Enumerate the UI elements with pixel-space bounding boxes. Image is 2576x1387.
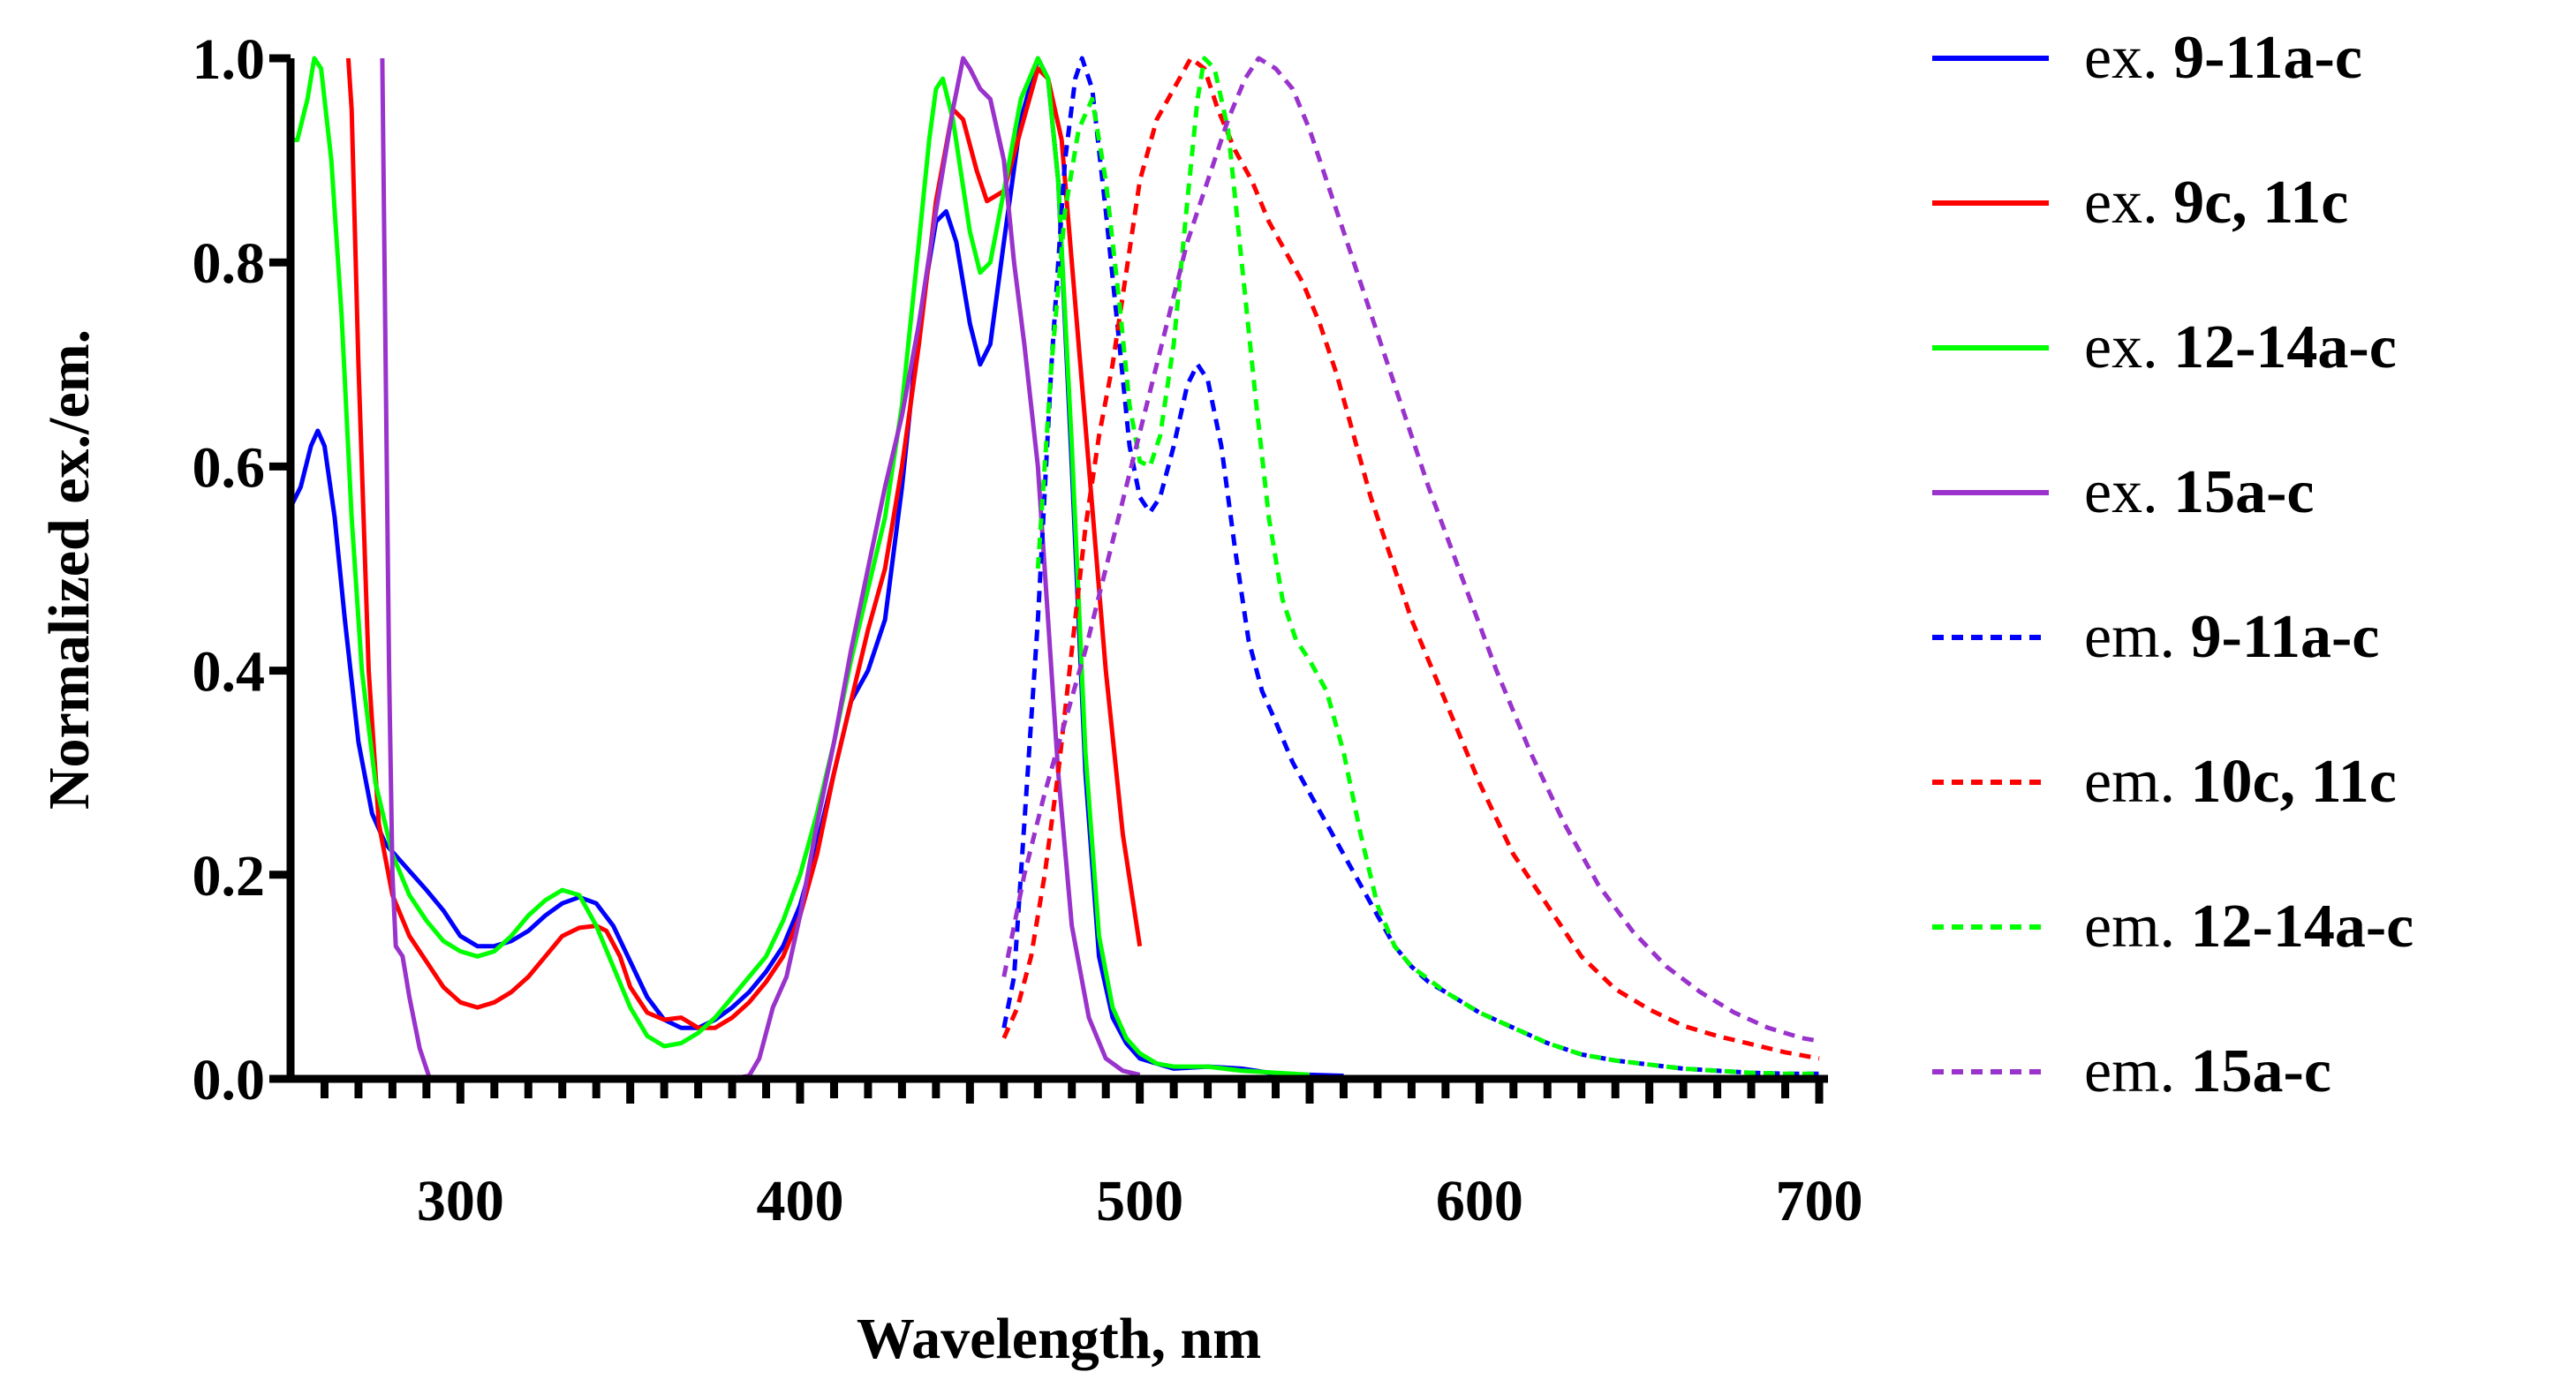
legend-label: em. 12-14a-c xyxy=(2084,893,2414,961)
legend-prefix: ex. xyxy=(2084,458,2173,526)
legend-item-4: em. 9-11a-c xyxy=(1932,603,2379,671)
series-line-3 xyxy=(380,56,1141,1082)
series-line-7 xyxy=(1001,56,1820,1044)
series-line-2 xyxy=(291,56,1311,1077)
legend-prefix: ex. xyxy=(2084,169,2173,237)
x-tick-label: 700 xyxy=(1776,1169,1863,1233)
x-axis-title: Wavelength, nm xyxy=(857,1307,1261,1371)
axes: 300 400 500 600 700 0.0 0.2 0.4 0.6 0.8 1.0 xyxy=(193,27,1863,1233)
legend-compound: 12-14a-c xyxy=(2191,893,2414,961)
legend-label: ex. 9-11a-c xyxy=(2084,24,2362,92)
legend-label: em. 9-11a-c xyxy=(2084,603,2379,671)
y-axis-title: Normalized ex./em. xyxy=(37,329,102,810)
legend-prefix: ex. xyxy=(2084,24,2173,92)
legend-prefix: em. xyxy=(2084,603,2191,671)
legend-item-7: em. 15a-c xyxy=(1932,1037,2331,1105)
y-tick-label: 0.2 xyxy=(193,844,266,908)
x-tick-label: 400 xyxy=(757,1169,844,1233)
legend-label: em. 10c, 11c xyxy=(2084,748,2397,816)
x-minor-ticks xyxy=(320,1079,1790,1098)
series-line-5 xyxy=(1001,56,1820,1061)
x-tick-label: 300 xyxy=(417,1169,504,1233)
legend-item-5: em. 10c, 11c xyxy=(1932,748,2397,816)
y-tick-label: 0.0 xyxy=(193,1048,266,1112)
y-tick-label: 1.0 xyxy=(193,27,266,92)
y-tick-label: 0.4 xyxy=(193,640,266,705)
legend-compound: 10c, 11c xyxy=(2191,748,2397,816)
y-tick-label: 0.6 xyxy=(193,435,266,500)
legend-compound: 15a-c xyxy=(2191,1037,2331,1105)
legend-item-1: ex. 9c, 11c xyxy=(1932,169,2348,237)
legend-compound: 15a-c xyxy=(2173,458,2314,526)
legend-label: ex. 9c, 11c xyxy=(2084,169,2348,237)
legend-item-6: em. 12-14a-c xyxy=(1932,893,2414,961)
legend-prefix: em. xyxy=(2084,1037,2191,1105)
legend-compound: 9-11a-c xyxy=(2173,24,2362,92)
legend-label: ex. 15a-c xyxy=(2084,458,2314,526)
x-tick-label: 500 xyxy=(1096,1169,1183,1233)
series-line-6 xyxy=(1035,56,1819,1076)
x-major-ticks: 300 400 500 600 700 xyxy=(417,1079,1863,1233)
legend-compound: 9-11a-c xyxy=(2191,603,2380,671)
legend-item-2: ex. 12-14a-c xyxy=(1932,313,2397,381)
plot-lines xyxy=(288,56,1820,1082)
legend-item-3: ex. 15a-c xyxy=(1932,458,2314,526)
series-line-4 xyxy=(1001,56,1819,1076)
legend-label: em. 15a-c xyxy=(2084,1037,2331,1105)
x-tick-label: 600 xyxy=(1436,1169,1523,1233)
legend-item-0: ex. 9-11a-c xyxy=(1932,24,2362,92)
y-tick-label: 0.8 xyxy=(193,231,266,296)
y-ticks: 0.0 0.2 0.4 0.6 0.8 1.0 xyxy=(193,27,291,1112)
legend-label: ex. 12-14a-c xyxy=(2084,313,2397,381)
legend-compound: 9c, 11c xyxy=(2173,169,2348,237)
legend-prefix: em. xyxy=(2084,748,2191,816)
legend-prefix: ex. xyxy=(2084,313,2173,381)
legend-compound: 12-14a-c xyxy=(2173,313,2397,381)
legend-prefix: em. xyxy=(2084,893,2191,961)
